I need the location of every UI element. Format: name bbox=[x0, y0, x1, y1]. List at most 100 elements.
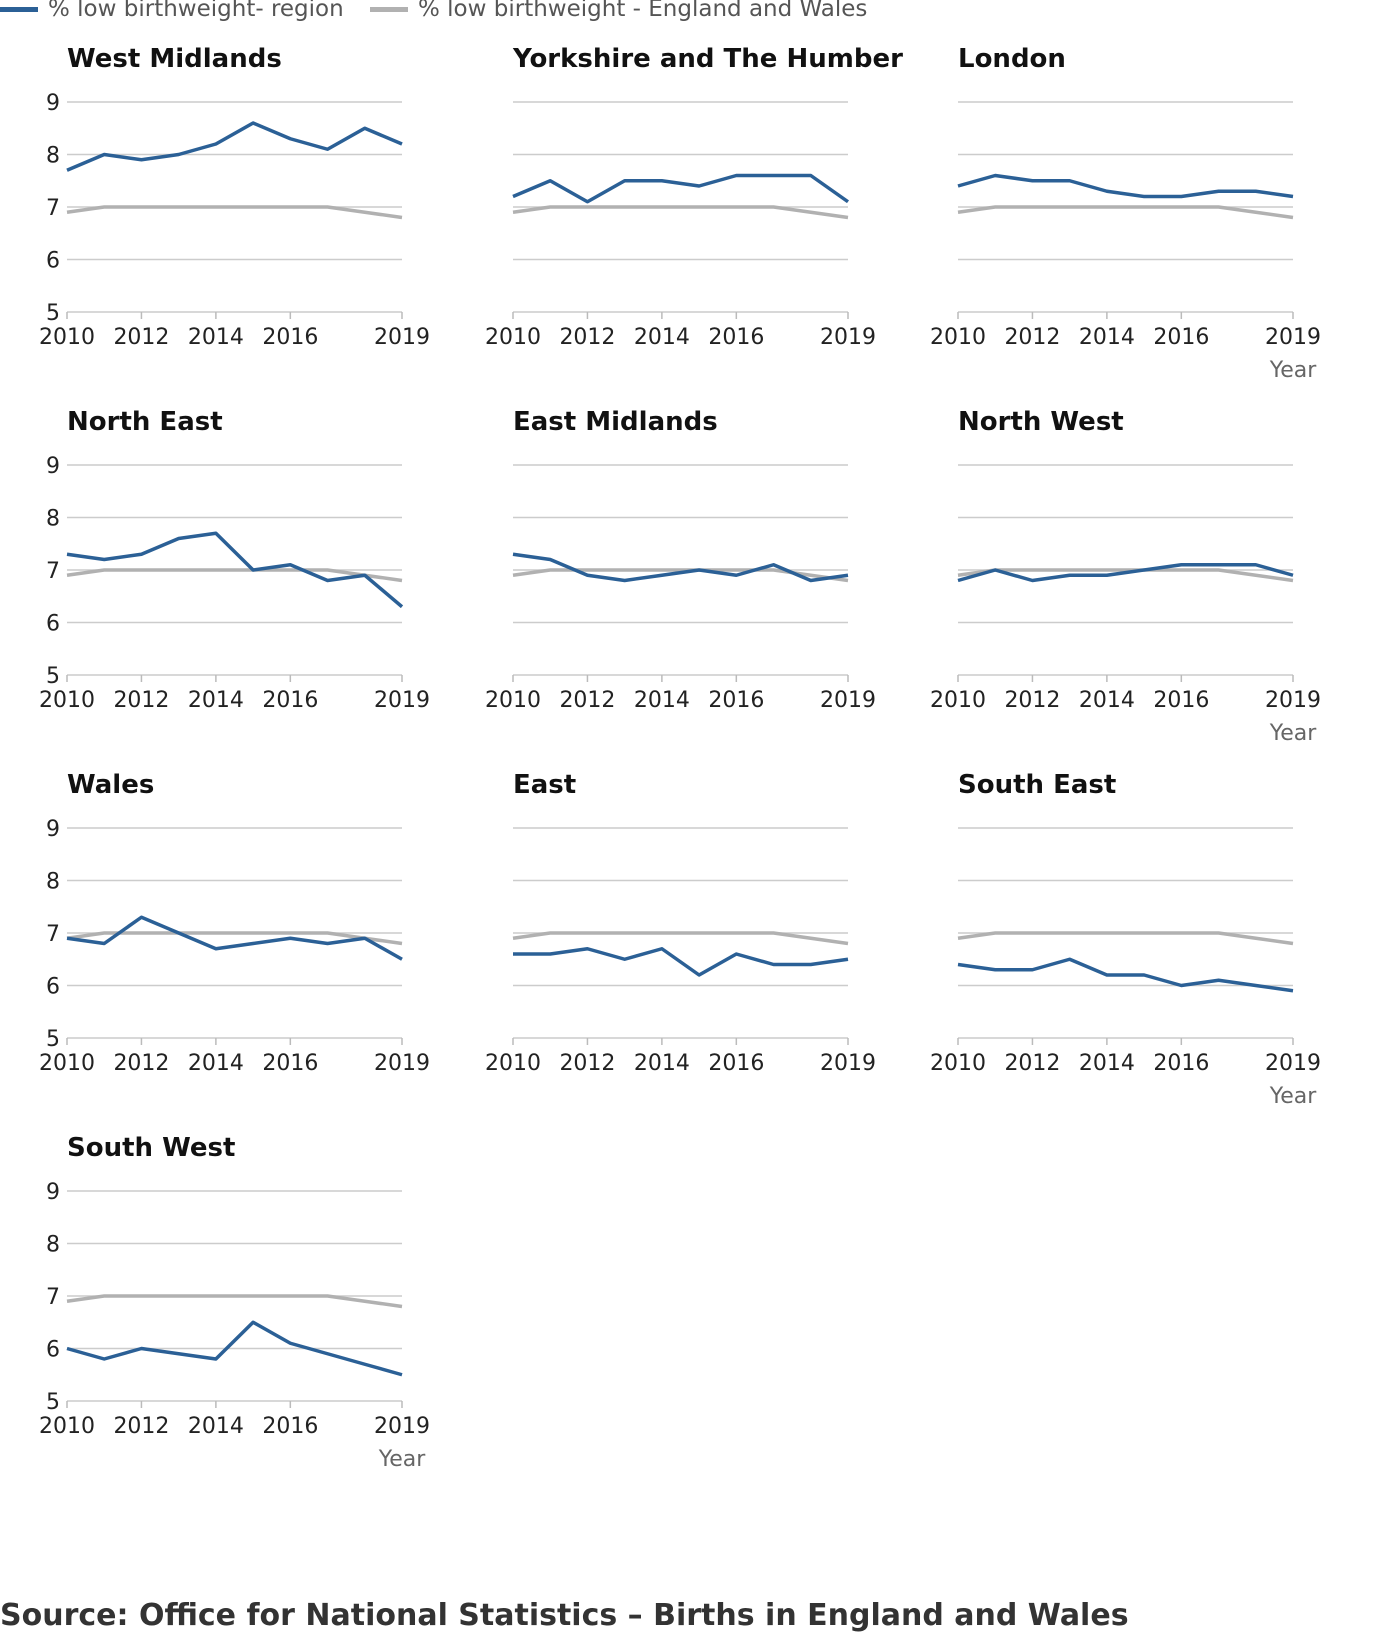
x-tick-label: 2010 bbox=[39, 325, 95, 350]
x-axis-title: Year bbox=[1269, 1084, 1318, 1109]
x-tick-label: 2016 bbox=[262, 1051, 318, 1076]
x-tick-label: 2014 bbox=[188, 1414, 244, 1439]
x-tick-label: 2019 bbox=[1265, 688, 1321, 713]
region-series-line bbox=[66, 121, 403, 172]
legend-item-region: % low birthweight- region bbox=[0, 0, 344, 22]
chart-legend: % low birthweight- region % low birthwei… bbox=[0, 0, 900, 26]
national-series-line bbox=[957, 568, 1294, 583]
region-series-line bbox=[512, 552, 849, 583]
x-tick-label: 2012 bbox=[113, 1414, 169, 1439]
region-series-line bbox=[957, 957, 1294, 993]
x-tick-label: 2010 bbox=[39, 1051, 95, 1076]
x-tick-label: 2012 bbox=[559, 688, 615, 713]
x-tick-label: 2016 bbox=[1153, 688, 1209, 713]
x-tick-label: 2014 bbox=[634, 1051, 690, 1076]
panel-title: North East bbox=[67, 407, 223, 437]
y-tick-label: 9 bbox=[46, 1180, 60, 1205]
x-tick-label: 2016 bbox=[708, 1051, 764, 1076]
x-tick-label: 2019 bbox=[374, 1051, 430, 1076]
panel-title: East Midlands bbox=[513, 407, 718, 437]
national-series-line bbox=[957, 931, 1294, 946]
region-series-line bbox=[957, 173, 1294, 199]
y-tick-label: 7 bbox=[46, 559, 60, 584]
panel-london: London 2010 2012 2014 2016 2019 Year bbox=[930, 44, 1321, 383]
panel-title: West Midlands bbox=[67, 44, 282, 74]
x-tick-label: 2019 bbox=[820, 1051, 876, 1076]
x-tick-label: 2019 bbox=[1265, 1051, 1321, 1076]
panel-east: East 2010 2012 2014 2016 2019 bbox=[485, 770, 876, 1076]
region-series-line bbox=[513, 947, 849, 977]
x-tick-label: 2010 bbox=[930, 688, 986, 713]
region-series-line bbox=[512, 173, 850, 204]
x-tick-label: 2012 bbox=[113, 1051, 169, 1076]
x-tick-label: 2010 bbox=[39, 1414, 95, 1439]
panel-title: London bbox=[958, 44, 1066, 74]
x-tick-label: 2016 bbox=[1153, 1051, 1209, 1076]
y-tick-label: 6 bbox=[46, 975, 60, 1000]
x-tick-label: 2012 bbox=[1004, 688, 1060, 713]
x-tick-label: 2014 bbox=[188, 325, 244, 350]
x-tick-label: 2010 bbox=[930, 1051, 986, 1076]
y-tick-label: 8 bbox=[46, 507, 60, 532]
x-tick-label: 2019 bbox=[1265, 325, 1321, 350]
panel-wales: Wales 5 6 7 8 9 2010 2012 2014 2016 2019 bbox=[39, 770, 430, 1076]
national-series-line bbox=[66, 205, 403, 220]
panel-title: Yorkshire and The Humber bbox=[512, 44, 903, 74]
legend-label-national: % low birthweight - England and Wales bbox=[418, 0, 868, 22]
x-tick-label: 2014 bbox=[188, 688, 244, 713]
x-axis-title: Year bbox=[1269, 721, 1318, 746]
y-tick-label: 8 bbox=[46, 144, 60, 169]
x-tick-label: 2012 bbox=[1004, 1051, 1060, 1076]
y-tick-label: 9 bbox=[46, 454, 60, 479]
panel-title: North West bbox=[958, 407, 1124, 437]
x-tick-label: 2019 bbox=[374, 688, 430, 713]
panel-title: East bbox=[513, 770, 576, 800]
panel-north-west: North West 2010 2012 2014 2016 2019 Year bbox=[930, 407, 1321, 746]
x-tick-label: 2019 bbox=[374, 1414, 430, 1439]
y-tick-label: 7 bbox=[46, 922, 60, 947]
x-tick-label: 2014 bbox=[1079, 325, 1135, 350]
x-axis-title: Year bbox=[1269, 358, 1318, 383]
x-tick-label: 2016 bbox=[262, 1414, 318, 1439]
national-series-line bbox=[66, 568, 403, 583]
x-tick-label: 2012 bbox=[559, 1051, 615, 1076]
y-tick-label: 9 bbox=[46, 91, 60, 116]
panel-south-east: South East 2010 2012 2014 2016 2019 Year bbox=[930, 770, 1321, 1109]
x-tick-label: 2016 bbox=[1153, 325, 1209, 350]
x-tick-label: 2016 bbox=[262, 688, 318, 713]
x-tick-label: 2014 bbox=[1079, 1051, 1135, 1076]
panel-south-west: South West 5 6 7 8 9 2010 2012 2014 2016 2019 Year bbox=[39, 1133, 430, 1472]
x-tick-label: 2014 bbox=[634, 688, 690, 713]
panel-title: Wales bbox=[67, 770, 154, 800]
x-tick-label: 2016 bbox=[262, 325, 318, 350]
source-note: Source: Office for National Statistics –… bbox=[0, 1598, 1129, 1633]
y-tick-label: 6 bbox=[46, 249, 60, 274]
y-tick-label: 8 bbox=[46, 870, 60, 895]
x-tick-label: 2012 bbox=[1004, 325, 1060, 350]
x-tick-label: 2012 bbox=[559, 325, 615, 350]
x-tick-label: 2016 bbox=[708, 688, 764, 713]
region-series-line bbox=[66, 1320, 403, 1377]
y-tick-label: 9 bbox=[46, 817, 60, 842]
panel-north-east: North East 5 6 7 8 9 2010 2012 2014 2016 2019 bbox=[39, 407, 430, 713]
panel-title: South East bbox=[958, 770, 1116, 800]
panel-yorkshire-and-the-humber: Yorkshire and The Humber 2010 2012 2014 2016… bbox=[485, 44, 903, 350]
x-tick-label: 2010 bbox=[39, 688, 95, 713]
x-tick-label: 2014 bbox=[1079, 688, 1135, 713]
region-series-line bbox=[66, 531, 404, 609]
legend-label-region: % low birthweight- region bbox=[48, 0, 344, 22]
x-tick-label: 2012 bbox=[113, 325, 169, 350]
x-tick-label: 2014 bbox=[634, 325, 690, 350]
panel-east-midlands: East Midlands 2010 2012 2014 2016 2019 bbox=[485, 407, 876, 713]
x-tick-label: 2010 bbox=[485, 688, 541, 713]
y-tick-label: 6 bbox=[46, 1338, 60, 1363]
national-series-line bbox=[66, 1294, 403, 1309]
y-tick-label: 6 bbox=[46, 612, 60, 637]
x-tick-label: 2010 bbox=[485, 1051, 541, 1076]
x-tick-label: 2014 bbox=[188, 1051, 244, 1076]
x-tick-label: 2019 bbox=[820, 688, 876, 713]
legend-swatch-region bbox=[0, 6, 38, 12]
region-series-line bbox=[957, 563, 1294, 583]
x-tick-label: 2010 bbox=[485, 325, 541, 350]
